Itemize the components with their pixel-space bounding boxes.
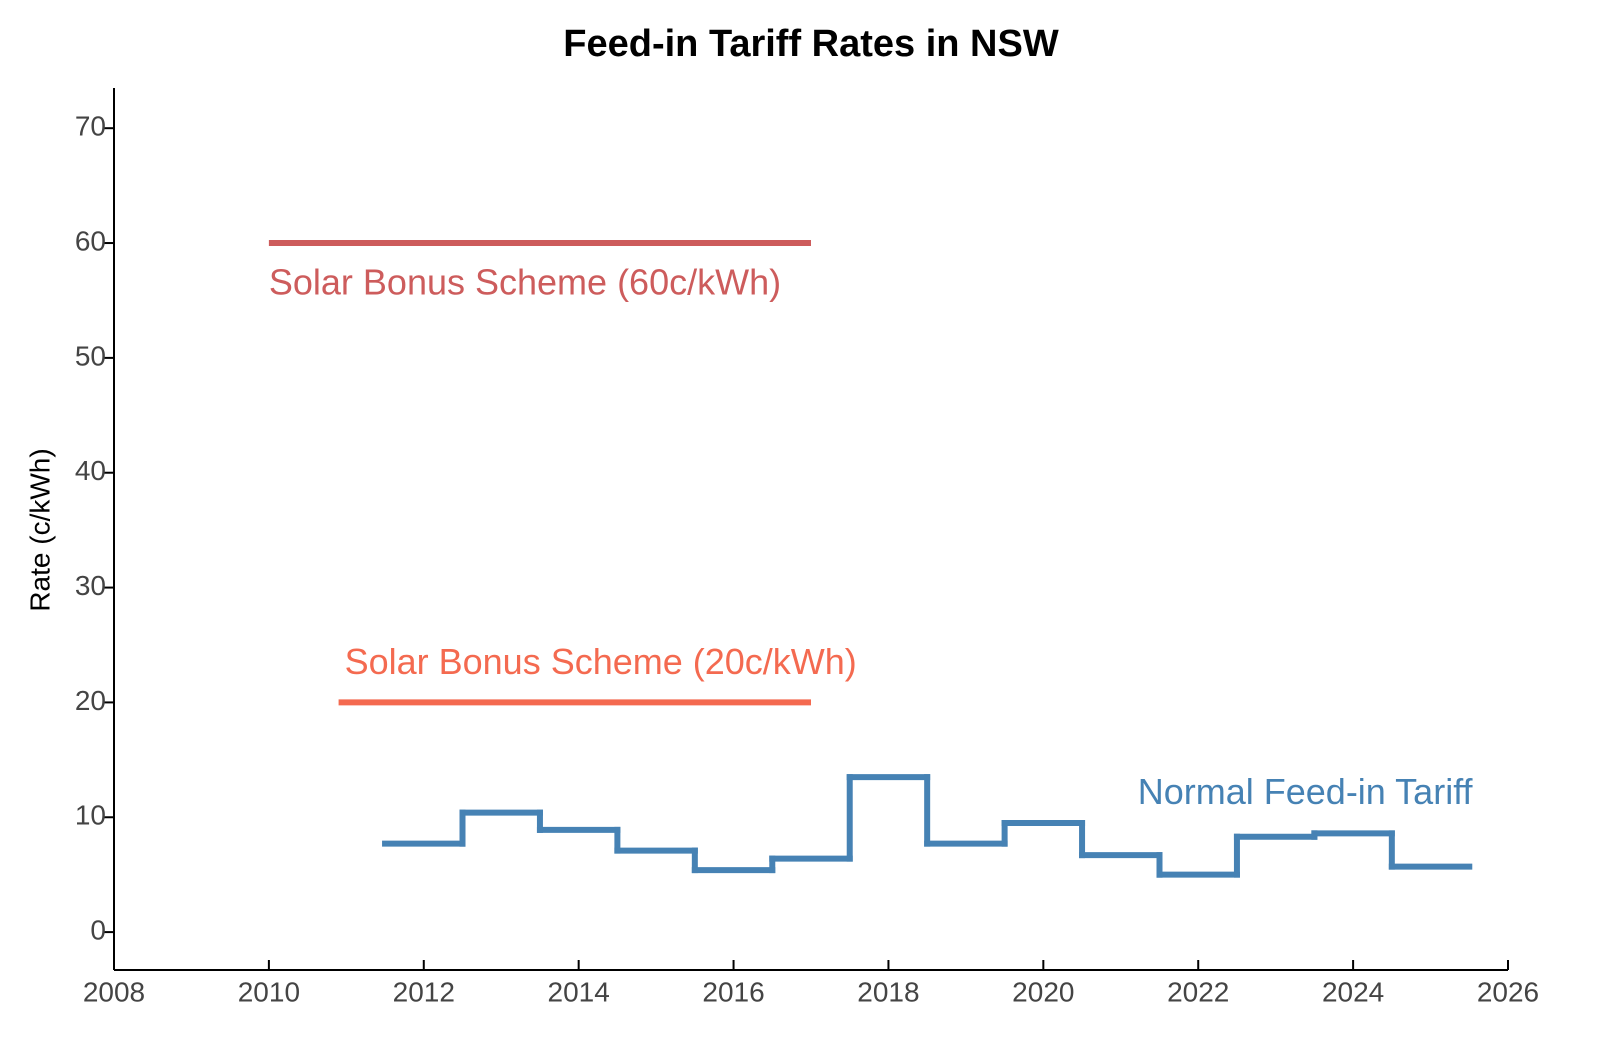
x-tick-label: 2014	[548, 976, 610, 1007]
x-tick-label: 2008	[83, 976, 145, 1007]
y-tick-label: 40	[75, 455, 106, 486]
chart-title: Feed-in Tariff Rates in NSW	[563, 23, 1059, 65]
series-label: Normal Feed-in Tariff	[1138, 771, 1474, 812]
series-label: Solar Bonus Scheme (60c/kWh)	[269, 262, 781, 303]
y-tick-label: 70	[75, 111, 106, 142]
x-tick-label: 2020	[1012, 976, 1074, 1007]
y-tick-label: 0	[90, 914, 106, 945]
y-tick-label: 10	[75, 800, 106, 831]
x-tick-label: 2018	[857, 976, 919, 1007]
y-tick-label: 30	[75, 570, 106, 601]
y-tick-label: 50	[75, 340, 106, 371]
x-tick-label: 2026	[1477, 976, 1539, 1007]
x-tick-label: 2024	[1322, 976, 1384, 1007]
x-tick-label: 2012	[393, 976, 455, 1007]
x-tick-label: 2010	[238, 976, 300, 1007]
y-axis-label: Rate (c/kWh)	[24, 448, 55, 611]
x-tick-label: 2016	[702, 976, 764, 1007]
y-tick-label: 60	[75, 225, 106, 256]
series-label: Solar Bonus Scheme (20c/kWh)	[345, 641, 857, 682]
x-tick-label: 2022	[1167, 976, 1229, 1007]
y-tick-label: 20	[75, 685, 106, 716]
